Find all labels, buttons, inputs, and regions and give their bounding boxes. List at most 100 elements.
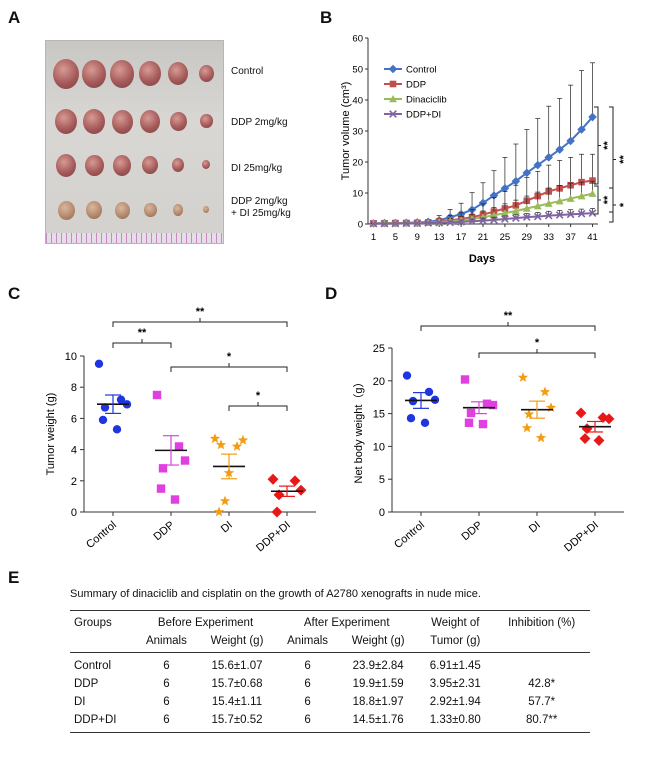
- significance-brackets: ***: [420, 310, 596, 358]
- tumor-specimen: [57, 200, 75, 221]
- y-tick-label: 5: [379, 474, 385, 486]
- data-point: [588, 112, 597, 122]
- panel-letter-b: B: [320, 8, 333, 27]
- group-control: [94, 359, 132, 434]
- table-cell: 15.4±1.11: [211, 696, 263, 708]
- tumor-specimen: [110, 60, 134, 88]
- x-axis-label: Days: [469, 253, 495, 265]
- data-point: [156, 484, 166, 493]
- tumor-specimen: [202, 160, 210, 170]
- data-point: [402, 219, 411, 228]
- significance-label: *: [618, 202, 630, 207]
- table-cell: 14.5±1.76: [339, 711, 418, 733]
- subheader-tumor-weight: Tumor (g): [417, 632, 494, 653]
- tumor-specimen: [83, 109, 105, 135]
- data-point: [555, 211, 564, 219]
- table-cell: 15.6±1.07: [211, 660, 263, 672]
- x-tick-label: 17: [456, 232, 467, 243]
- y-tick-label: 0: [358, 220, 363, 231]
- data-point: [457, 217, 465, 226]
- series-ddp-di: [369, 208, 597, 228]
- table-row: DDP+DI 6 15.7±0.52 6 14.5±1.76 1.33±0.80 80.7*…: [70, 711, 590, 733]
- x-tick-label: 25: [500, 232, 511, 243]
- tumor-specimen: [114, 201, 130, 219]
- data-point: [566, 210, 575, 219]
- data-point: [466, 408, 476, 418]
- table-cell: 6.91±1.45: [429, 660, 481, 672]
- y-tick-label: 2: [71, 476, 77, 488]
- y-tick-label: 15: [373, 409, 385, 421]
- table-row: Control 6 15.6±1.07 6 23.9±2.84 6.91±1.45: [70, 653, 590, 676]
- table-cell: 6: [304, 678, 311, 690]
- x-tick-label: 33: [543, 232, 554, 243]
- subheader-weight-after: Weight (g): [339, 632, 418, 653]
- table-cell: 3.95±2.31: [429, 678, 481, 690]
- table-cell: 80.7**: [493, 711, 590, 733]
- data-point: [555, 197, 564, 205]
- data-point: [579, 433, 591, 444]
- data-point: [267, 473, 279, 485]
- group-control: [402, 371, 440, 427]
- header-weight-of: Weight of: [417, 610, 494, 632]
- table-cell: Control: [74, 660, 112, 672]
- table-header-row: Groups Before Experiment After Experimen…: [70, 610, 590, 632]
- data-point: [295, 484, 307, 496]
- data-point: [116, 395, 126, 404]
- table-cell: DDP: [74, 678, 99, 690]
- table-subheader-row: Animals Weight (g) Animals Weight (g) Tu…: [70, 632, 590, 653]
- y-tick-label: 4: [71, 445, 77, 457]
- header-before-experiment: Before Experiment: [134, 610, 277, 632]
- tumor-specimen: [53, 59, 79, 89]
- data-point: [555, 145, 564, 154]
- x-tick-label: DI: [527, 519, 543, 535]
- group-ddp-di: [267, 473, 307, 518]
- significance-brackets: ******: [112, 306, 288, 411]
- table-cell: 2.92±1.94: [429, 696, 481, 708]
- group-ddp: [152, 390, 190, 504]
- data-point: [152, 390, 162, 400]
- table-body: Control 6 15.6±1.07 6 23.9±2.84 6.91±1.45 DDP 6…: [70, 653, 590, 733]
- subheader-blank-2: [493, 632, 590, 653]
- photo-label-ddp-di: DDP 2mg/kg + DI 25mg/kg: [231, 196, 291, 219]
- data-point: [545, 402, 557, 413]
- legend-label: DDP+DI: [406, 110, 441, 121]
- y-axis-label: Tumor volume (cm³): [340, 82, 352, 181]
- tumor-specimen: [84, 154, 104, 177]
- legend-label: DDP: [406, 80, 426, 91]
- data-point: [174, 442, 184, 451]
- data-point: [489, 211, 498, 219]
- data-point: [488, 400, 498, 410]
- data-point: [593, 435, 605, 446]
- subheader-animals-after: Animals: [276, 632, 340, 653]
- table-cell: 15.7±0.52: [197, 711, 277, 733]
- significance-label: *: [256, 390, 261, 402]
- data-point: [180, 456, 190, 465]
- data-point: [533, 212, 542, 221]
- x-tick-label: 21: [478, 232, 489, 243]
- x-tick-label: 13: [434, 232, 445, 243]
- panel-letter-d: D: [325, 284, 338, 303]
- data-point: [215, 439, 227, 450]
- table-cell: 6: [163, 678, 170, 690]
- table-cell: 23.9±2.84: [352, 660, 404, 672]
- table-cell: 6: [134, 711, 198, 733]
- x-tick-label: 29: [522, 232, 533, 243]
- y-tick-label: 0: [379, 507, 385, 519]
- panel-letter-a: A: [8, 8, 21, 27]
- table-cell: 6: [276, 711, 340, 733]
- x-tick-label: 9: [415, 232, 420, 243]
- tumor-specimen: [142, 156, 158, 175]
- legend-marker: [388, 64, 398, 74]
- table-row: DDP 6 15.7±0.68 6 19.9±1.59 3.95±2.31 42.8*: [70, 675, 590, 693]
- data-point: [435, 218, 444, 227]
- y-tick-label: 25: [373, 343, 385, 355]
- data-point: [603, 413, 615, 425]
- data-point: [273, 489, 285, 501]
- significance-label: *: [227, 351, 232, 363]
- tumor-specimen: [56, 154, 76, 177]
- x-tick-label: DDP+DI: [562, 519, 601, 554]
- data-point: [588, 209, 597, 218]
- photo-label-control: Control: [231, 66, 264, 77]
- data-point: [158, 464, 168, 473]
